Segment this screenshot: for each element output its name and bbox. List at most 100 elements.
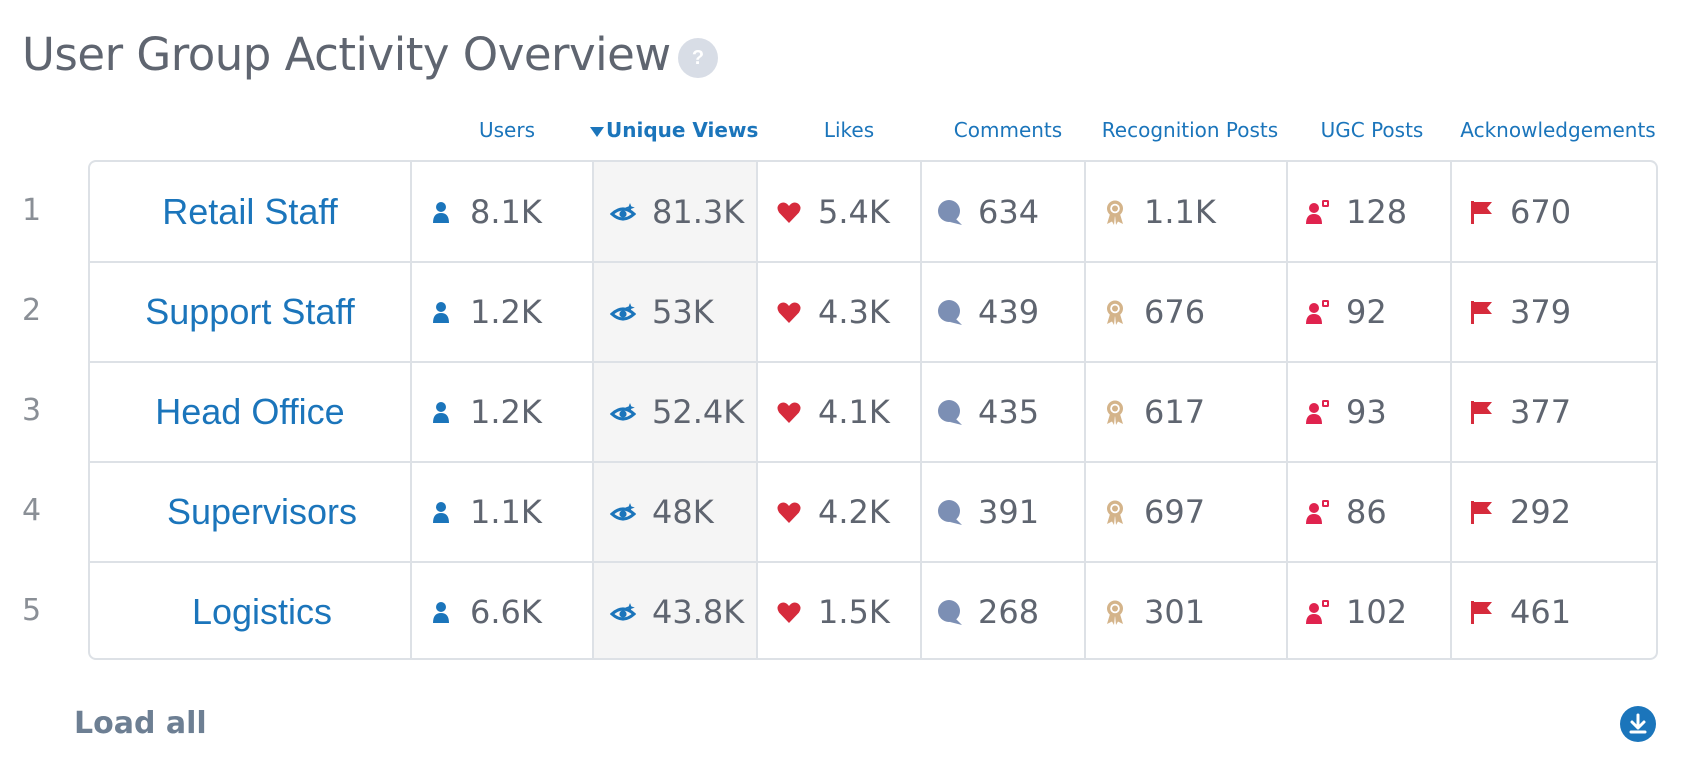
cell-value: 697 — [1144, 493, 1206, 531]
award-icon — [1102, 199, 1144, 225]
group-name-link[interactable]: Supervisors — [166, 491, 358, 532]
cell-comments: 634 — [936, 162, 1039, 262]
activity-table: Retail Staff 8.1K 81.3K 5.4K 634 1.1K 128 670 Su… — [88, 160, 1658, 660]
cell-value: 128 — [1346, 193, 1408, 231]
flag-icon — [1468, 399, 1510, 425]
table-row[interactable]: Logistics 6.6K 43.8K 1.5K 268 301 102 461 — [90, 562, 1656, 658]
cell-likes: 4.3K — [776, 262, 890, 362]
ugc-user-icon — [1304, 599, 1346, 625]
group-name-link[interactable]: Retail Staff — [162, 191, 338, 232]
cell-views: 52.4K — [610, 362, 744, 462]
eye-icon — [610, 399, 652, 425]
column-divider — [920, 162, 922, 658]
award-icon — [1102, 499, 1144, 525]
column-header-acknowledgements[interactable]: Acknowledgements — [1460, 118, 1656, 142]
heart-icon — [776, 399, 818, 425]
cell-likes: 1.5K — [776, 562, 890, 658]
cell-comments: 435 — [936, 362, 1039, 462]
cell-value: 86 — [1346, 493, 1387, 531]
cell-value: 292 — [1510, 493, 1572, 531]
table-row[interactable]: Supervisors 1.1K 48K 4.2K 391 697 86 292 — [90, 462, 1656, 562]
column-header-comments[interactable]: Comments — [953, 118, 1063, 142]
cell-users: 1.1K — [428, 462, 542, 562]
table-row[interactable]: Head Office 1.2K 52.4K 4.1K 435 617 93 377 — [90, 362, 1656, 462]
cell-value: 4.2K — [818, 493, 890, 531]
download-button[interactable] — [1620, 706, 1656, 742]
row-rank: 2 — [22, 293, 42, 328]
column-header-likes[interactable]: Likes — [823, 118, 875, 142]
award-icon — [1102, 299, 1144, 325]
award-icon — [1102, 599, 1144, 625]
load-all-button[interactable]: Load all — [74, 706, 207, 741]
cell-acks: 292 — [1468, 462, 1571, 562]
cell-value: 377 — [1510, 393, 1572, 431]
comment-icon — [936, 599, 978, 625]
cell-ugc: 93 — [1304, 362, 1387, 462]
heart-icon — [776, 299, 818, 325]
cell-users: 6.6K — [428, 562, 542, 658]
column-header-users[interactable]: Users — [478, 118, 535, 142]
column-header-ugc-posts[interactable]: UGC Posts — [1320, 118, 1424, 142]
cell-value: 670 — [1510, 193, 1572, 231]
cell-value: 102 — [1346, 593, 1408, 631]
ugc-user-icon — [1304, 399, 1346, 425]
column-divider — [1084, 162, 1086, 658]
table-row[interactable]: Retail Staff 8.1K 81.3K 5.4K 634 1.1K 128 670 — [90, 162, 1656, 262]
cell-value: 48K — [652, 493, 714, 531]
row-rank: 4 — [22, 493, 42, 528]
cell-views: 43.8K — [610, 562, 745, 658]
column-header-unique-views[interactable]: Unique Views — [590, 118, 759, 142]
column-header-recognition-posts[interactable]: Recognition Posts — [1101, 118, 1279, 142]
cell-users: 8.1K — [428, 162, 542, 262]
flag-icon — [1468, 599, 1510, 625]
cell-value: 676 — [1144, 293, 1206, 331]
help-icon[interactable]: ? — [678, 38, 718, 78]
heart-icon — [776, 199, 818, 225]
cell-value: 43.8K — [652, 593, 745, 631]
group-name-link[interactable]: Support Staff — [145, 291, 355, 332]
user-icon — [428, 499, 470, 525]
ugc-user-icon — [1304, 299, 1346, 325]
row-divider — [90, 261, 1656, 263]
eye-icon — [610, 599, 652, 625]
cell-value: 81.3K — [652, 193, 745, 231]
cell-recognition: 676 — [1102, 262, 1205, 362]
cell-users: 1.2K — [428, 362, 542, 462]
flag-icon — [1468, 199, 1510, 225]
column-divider — [410, 162, 412, 658]
user-icon — [428, 399, 470, 425]
cell-value: 1.5K — [818, 593, 890, 631]
comment-icon — [936, 199, 978, 225]
cell-acks: 377 — [1468, 362, 1571, 462]
download-icon — [1629, 713, 1647, 734]
cell-views: 48K — [610, 462, 714, 562]
cell-value: 435 — [978, 393, 1040, 431]
cell-ugc: 102 — [1304, 562, 1408, 658]
column-header-unique-views-label: Unique Views — [606, 118, 759, 142]
ugc-user-icon — [1304, 499, 1346, 525]
cell-value: 1.1K — [1144, 193, 1216, 231]
table-row[interactable]: Support Staff 1.2K 53K 4.3K 439 676 92 379 — [90, 262, 1656, 362]
cell-ugc: 92 — [1304, 262, 1387, 362]
row-rank: 5 — [22, 593, 42, 628]
cell-value: 617 — [1144, 393, 1206, 431]
comment-icon — [936, 399, 978, 425]
cell-likes: 4.2K — [776, 462, 890, 562]
heart-icon — [776, 599, 818, 625]
eye-icon — [610, 199, 652, 225]
ugc-user-icon — [1304, 199, 1346, 225]
group-name-link[interactable]: Logistics — [191, 591, 333, 632]
cell-value: 1.2K — [470, 393, 542, 431]
cell-value: 4.3K — [818, 293, 890, 331]
cell-value: 391 — [978, 493, 1040, 531]
cell-value: 1.1K — [470, 493, 542, 531]
user-icon — [428, 199, 470, 225]
group-name-link[interactable]: Head Office — [155, 391, 345, 432]
row-divider — [90, 561, 1656, 563]
cell-recognition: 617 — [1102, 362, 1205, 462]
cell-views: 81.3K — [610, 162, 744, 262]
cell-value: 8.1K — [470, 193, 542, 231]
row-rank: 3 — [22, 393, 42, 428]
cell-views: 53K — [610, 262, 714, 362]
flag-icon — [1468, 499, 1510, 525]
